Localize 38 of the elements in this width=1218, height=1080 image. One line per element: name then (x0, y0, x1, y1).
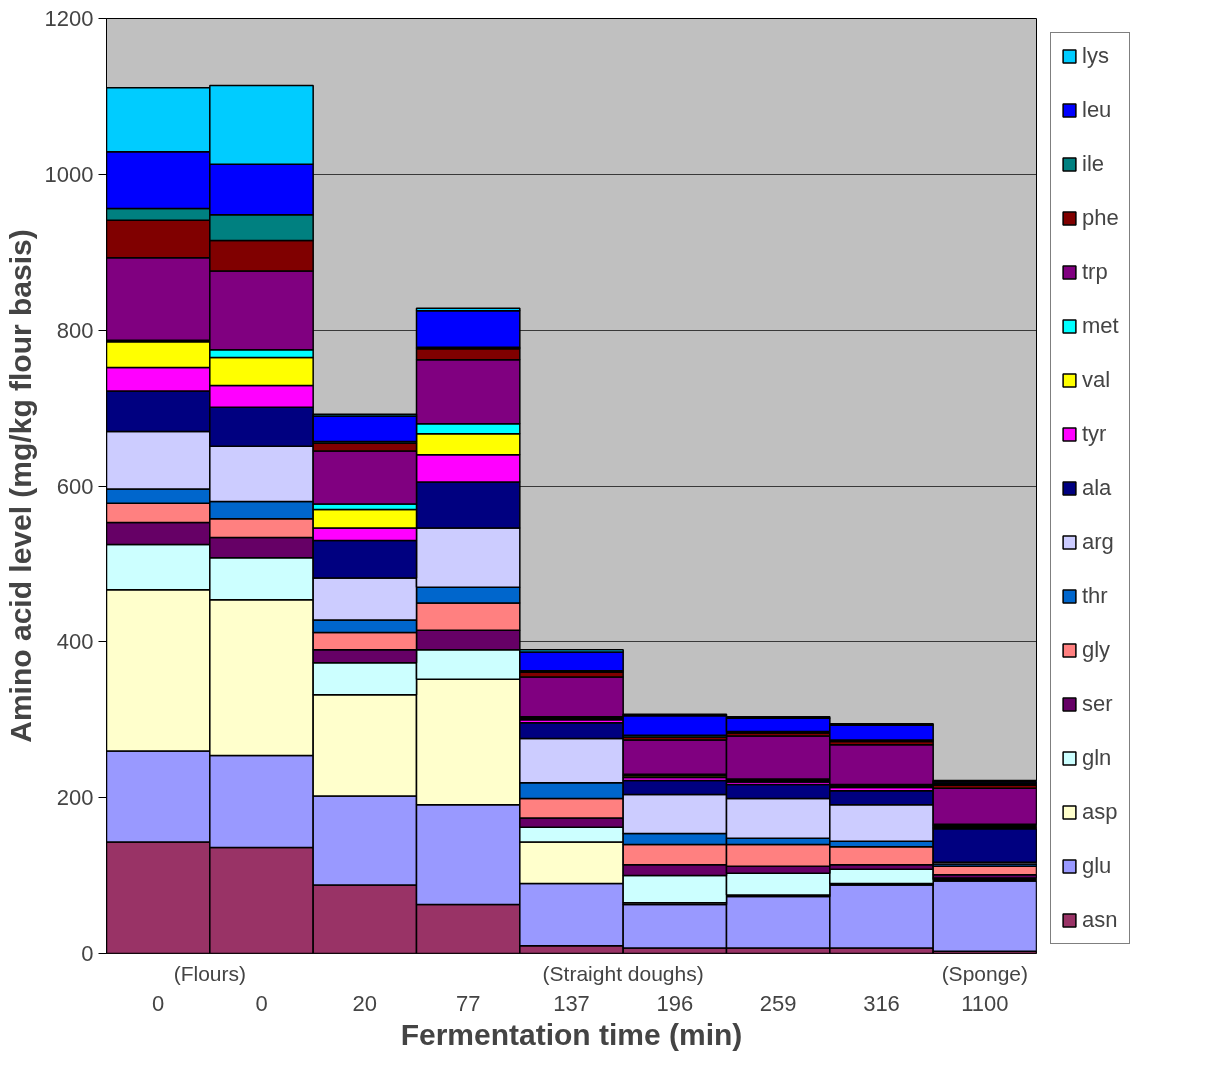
x-tick-label: 196 (656, 990, 694, 1016)
y-axis-title: Amino acid level (mg/kg flour basis) (3, 229, 37, 743)
legend-label: ala (1082, 475, 1112, 501)
y-tick-label: 400 (56, 629, 94, 655)
text: (Flours) (173, 961, 247, 985)
x-tick-label: 259 (759, 990, 797, 1016)
legend-label: asp (1082, 799, 1118, 825)
legend-label: leu (1082, 97, 1112, 123)
x-tick-label: 137 (553, 990, 590, 1016)
legend-label: gln (1082, 745, 1112, 771)
x-axis-title: Fermentation time (min) (400, 1017, 743, 1051)
text: (Straight doughs) (542, 961, 704, 985)
x-tick-label: 77 (455, 990, 481, 1016)
y-tick-label: 800 (56, 317, 94, 343)
legend-label: tyr (1082, 421, 1107, 447)
legend-label: phe (1082, 205, 1119, 231)
legend-label: ile (1082, 151, 1105, 177)
y-tick-label: 1000 (44, 161, 94, 187)
legend-label: trp (1082, 259, 1108, 285)
legend-label: asn (1082, 907, 1118, 933)
legend-label: arg (1082, 529, 1114, 555)
legend-label: gly (1082, 637, 1111, 663)
y-tick-label: 200 (56, 785, 94, 811)
y-tick-label: 1200 (44, 6, 94, 31)
y-tick-label: 600 (56, 473, 94, 499)
legend-label: lys (1082, 43, 1109, 69)
legend-label: thr (1082, 583, 1108, 609)
y-tick-label: 0 (81, 941, 94, 966)
x-tick-label: 20 (352, 990, 378, 1016)
x-tick-label: 316 (863, 990, 900, 1016)
legend-label: ser (1082, 691, 1113, 717)
legend-label: val (1082, 367, 1111, 393)
legend-label: met (1082, 313, 1119, 339)
x-tick-label: 0 (255, 990, 268, 1016)
text: (Sponge) (941, 961, 1029, 985)
x-tick-label: 1100 (961, 990, 1009, 1016)
x-tick-label: 0 (152, 990, 165, 1016)
legend-label: glu (1082, 853, 1112, 879)
